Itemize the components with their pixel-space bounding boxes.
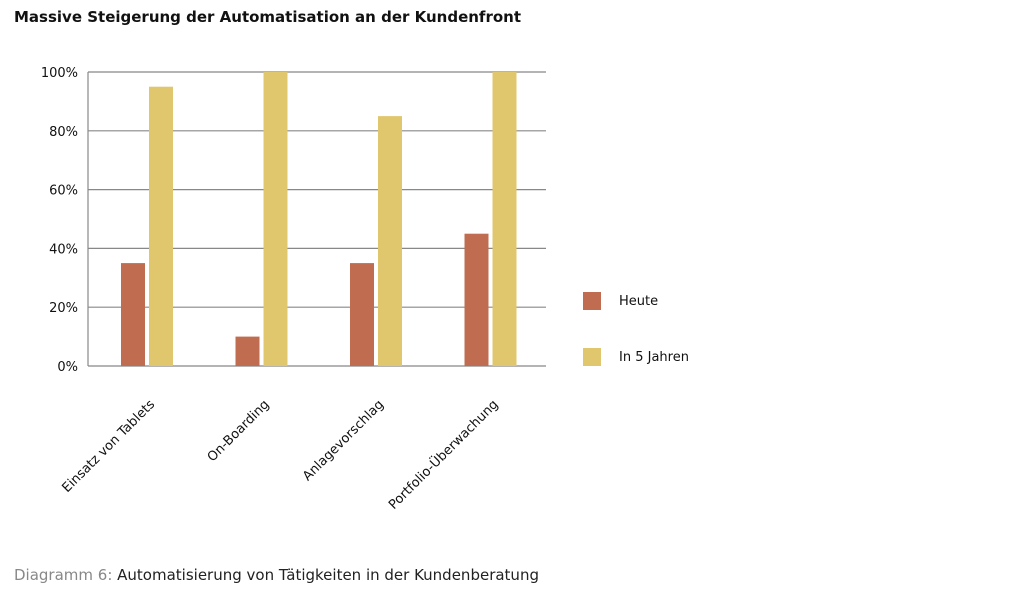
legend-swatch	[583, 348, 601, 366]
y-tick-label: 40%	[49, 242, 78, 257]
y-tick-label: 80%	[49, 125, 78, 140]
x-tick-label: Portfolio-Überwachung	[385, 396, 502, 513]
bar-heute	[350, 263, 374, 366]
caption-text: Automatisierung von Tätigkeiten in der K…	[112, 566, 539, 584]
y-tick-label: 0%	[57, 360, 78, 375]
chart-title: Massive Steigerung der Automatisation an…	[14, 8, 521, 26]
bar-in-5-jahren	[378, 116, 402, 366]
legend-label: Heute	[619, 293, 659, 309]
bar-heute	[235, 336, 260, 366]
x-tick-label: Einsatz von Tablets	[60, 397, 159, 496]
bar-heute	[121, 263, 145, 366]
bar-heute	[464, 233, 489, 366]
x-tick-label: Anlagevorschlag	[300, 397, 387, 484]
bar-in-5-jahren	[263, 72, 288, 366]
figure-caption: Diagramm 6: Automatisierung von Tätigkei…	[14, 566, 539, 584]
bar-in-5-jahren	[149, 86, 173, 366]
legend-label: In 5 Jahren	[619, 349, 689, 365]
legend-item-heute: Heute	[583, 292, 658, 310]
legend-item-5-jahren: In 5 Jahren	[583, 348, 689, 366]
caption-prefix: Diagramm 6:	[14, 566, 113, 584]
bar-chart: 0% 20% 40% 60% 80% 100% Einsatz von Tablets On-…	[41, 66, 546, 513]
y-tick-label: 20%	[49, 301, 78, 316]
bar-in-5-jahren	[492, 72, 517, 366]
legend-swatch	[583, 292, 601, 310]
y-tick-label: 100%	[41, 66, 78, 81]
y-tick-label: 60%	[49, 184, 78, 199]
x-tick-label: On-Boarding	[205, 397, 273, 465]
